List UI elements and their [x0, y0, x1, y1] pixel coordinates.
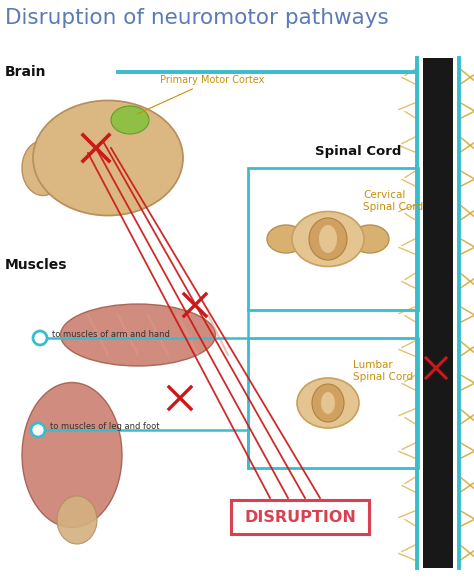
Text: Brain: Brain [5, 65, 46, 79]
Text: Spinal Cord: Spinal Cord [315, 145, 401, 158]
Text: to muscles of leg and foot: to muscles of leg and foot [50, 422, 159, 431]
Text: Lumbar
Spinal Cord: Lumbar Spinal Cord [353, 360, 413, 382]
Bar [423, 58, 453, 568]
Ellipse shape [33, 101, 183, 215]
Text: Disruption of neuromotor pathways: Disruption of neuromotor pathways [5, 8, 389, 28]
Ellipse shape [321, 392, 335, 414]
Ellipse shape [319, 225, 337, 253]
Bar [248, 338, 418, 468]
Text: DISRUPTION: DISRUPTION [244, 509, 356, 524]
Ellipse shape [111, 106, 149, 134]
Ellipse shape [57, 496, 97, 544]
Circle shape [31, 423, 45, 437]
Text: to muscles of arm and hand: to muscles of arm and hand [52, 330, 170, 339]
Ellipse shape [297, 378, 359, 428]
Ellipse shape [312, 384, 344, 422]
Text: Cervical
Spinal Cord: Cervical Spinal Cord [363, 190, 423, 212]
Bar [248, 168, 418, 310]
Ellipse shape [22, 140, 64, 196]
Bar [231, 500, 369, 534]
Ellipse shape [267, 225, 305, 253]
Circle shape [33, 331, 47, 345]
Ellipse shape [61, 304, 216, 366]
Text: Muscles: Muscles [5, 258, 67, 272]
Ellipse shape [309, 218, 347, 260]
Ellipse shape [22, 382, 122, 527]
Ellipse shape [351, 225, 389, 253]
Ellipse shape [292, 211, 364, 267]
Text: Primary Motor Cortex: Primary Motor Cortex [137, 75, 264, 114]
